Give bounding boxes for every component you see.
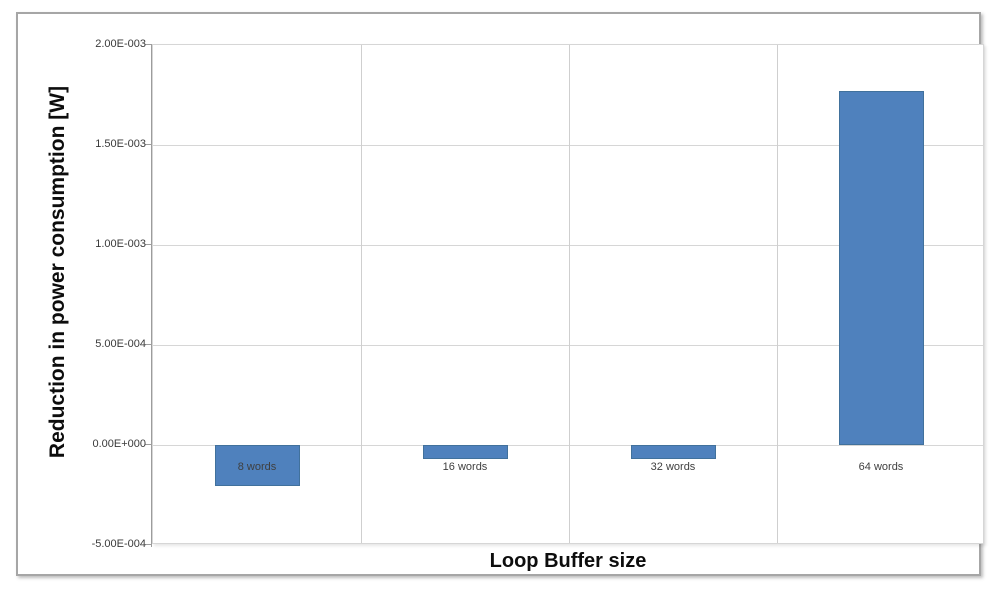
y-tick-label: -5.00E-004	[91, 538, 146, 550]
y-tick-label: 1.50E-003	[95, 138, 146, 150]
v-gridline	[569, 45, 570, 543]
y-axis-line	[151, 44, 152, 547]
h-gridline	[153, 345, 983, 346]
h-gridline	[153, 445, 983, 446]
h-gridline	[153, 245, 983, 246]
category-label: 16 words	[442, 461, 488, 473]
x-axis-title: Loop Buffer size	[489, 550, 647, 572]
y-tick-mark	[145, 244, 152, 245]
y-tick-mark	[145, 544, 152, 545]
y-tick-label: 1.00E-003	[95, 238, 146, 250]
category-label: 64 words	[858, 461, 904, 473]
v-gridline	[361, 45, 362, 543]
y-tick-mark	[145, 144, 152, 145]
category-label: 8 words	[237, 461, 277, 473]
y-tick-label: 5.00E-004	[95, 338, 146, 350]
y-tick-mark	[145, 344, 152, 345]
bar-16-words	[422, 445, 508, 459]
y-tick-label: 0.00E+000	[92, 438, 146, 450]
v-gridline	[777, 45, 778, 543]
y-tick-mark	[145, 444, 152, 445]
plot-area: 8 words 16 words 32 words 64 words	[152, 44, 984, 544]
h-gridline	[153, 145, 983, 146]
y-tick-mark	[145, 44, 152, 45]
bar-64-words	[838, 91, 924, 445]
y-tick-label: 2.00E-003	[95, 38, 146, 50]
category-label: 32 words	[650, 461, 696, 473]
bar-8-words	[214, 445, 300, 486]
bar-32-words	[630, 445, 716, 459]
chart-frame: Reduction in power consumption [W] Loop …	[16, 12, 984, 576]
